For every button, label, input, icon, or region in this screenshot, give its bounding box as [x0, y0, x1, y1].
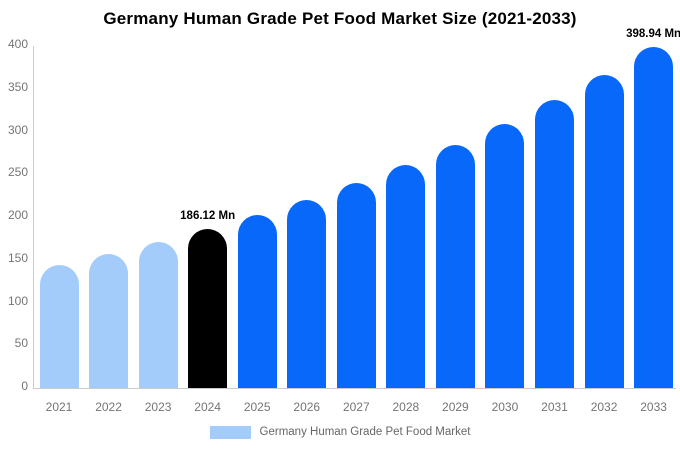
- bar-2025[interactable]: [237, 214, 277, 388]
- y-axis-tick-label: 250: [7, 165, 28, 180]
- y-axis-tick-label: 150: [7, 250, 28, 265]
- y-axis-tick-label: 350: [7, 79, 28, 94]
- chart-title: Germany Human Grade Pet Food Market Size…: [103, 9, 577, 28]
- x-axis-tick-label: 2033: [640, 400, 667, 414]
- legend-item[interactable]: Germany Human Grade Pet Food Market: [0, 425, 680, 439]
- bar-2022[interactable]: [89, 253, 129, 388]
- x-axis-tick-label: 2028: [392, 400, 420, 414]
- y-axis-tick-label: 200: [7, 208, 28, 222]
- bar-2031[interactable]: [535, 100, 574, 388]
- x-axis-tick-label: 2030: [491, 400, 519, 414]
- bar-2024[interactable]: [188, 228, 228, 388]
- y-axis-tick-label: 400: [7, 37, 28, 51]
- legend-swatch: [209, 425, 251, 439]
- x-axis-tick-label: 2022: [95, 400, 122, 414]
- x-axis-tick-label: 2025: [243, 400, 271, 414]
- bar-2021[interactable]: [39, 264, 79, 388]
- x-axis-line: [33, 388, 676, 389]
- x-axis-tick-label: 2026: [293, 400, 321, 414]
- bar-2033[interactable]: [634, 46, 674, 388]
- bar-2023[interactable]: [138, 241, 178, 388]
- legend-label: Germany Human Grade Pet Food Market: [259, 426, 471, 438]
- y-axis-tick-label: 50: [14, 336, 28, 351]
- data-label-2033: 398.94 Mn: [626, 27, 680, 40]
- x-axis-tick-label: 2029: [442, 400, 469, 414]
- x-axis-tick-label: 2024: [194, 400, 221, 414]
- x-axis-tick-label: 2032: [590, 400, 618, 414]
- y-axis-tick-label: 100: [7, 293, 28, 308]
- x-axis-tick-label: 2031: [541, 400, 568, 414]
- bar-2027[interactable]: [336, 182, 376, 388]
- x-axis-tick-label: 2021: [45, 400, 73, 414]
- data-label-2024: 186.12 Mn: [180, 209, 236, 222]
- y-axis-line: [33, 46, 34, 389]
- bar-2032[interactable]: [584, 74, 624, 388]
- y-axis-tick-label: 0: [21, 379, 28, 393]
- x-axis-tick-label: 2027: [342, 400, 370, 414]
- x-axis-tick-label: 2023: [144, 400, 172, 414]
- bar-2026[interactable]: [287, 199, 327, 388]
- bar-2028[interactable]: [386, 164, 426, 388]
- bar-2030[interactable]: [485, 123, 525, 388]
- bar-2029[interactable]: [435, 144, 475, 388]
- y-axis-tick-label: 300: [7, 122, 28, 137]
